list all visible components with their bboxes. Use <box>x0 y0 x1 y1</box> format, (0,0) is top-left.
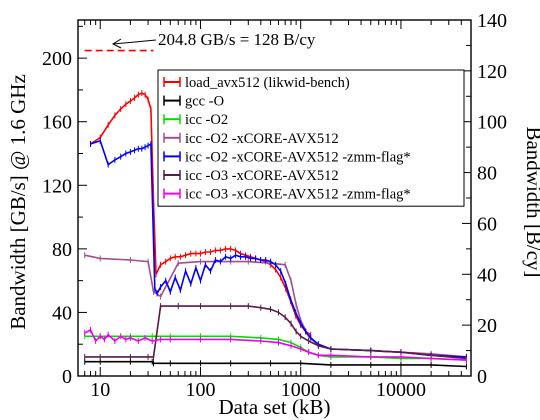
series-line <box>84 328 467 361</box>
legend-item-1: load_avx512 (likwid-bench) <box>163 75 350 91</box>
legend-item-7: icc -O3 -xCORE-AVX512 -zmm-flag* <box>163 187 411 203</box>
series-3 <box>84 333 467 364</box>
series-7 <box>84 326 467 364</box>
series-line <box>90 92 312 336</box>
legend-label: icc -O2 -xCORE-AVX512 -zmm-flag* <box>185 149 411 165</box>
legend-label: icc -O2 <box>185 112 228 128</box>
ticks-layer: 10 100 1000 10000 0 40 80 120 160 200 0 20 40 60 80 100… <box>42 10 507 401</box>
y2-tick-label: 80 <box>477 163 497 185</box>
legend: load_avx512 (likwid-bench) gcc -O icc -O2 i… <box>157 69 465 207</box>
y-axis-title: Bandwidth [GB/s] @ 1.6 GHz <box>6 74 30 330</box>
series-line <box>84 360 467 368</box>
series-line <box>90 139 467 358</box>
y2-tick-label: 120 <box>477 61 507 83</box>
y-tick-label: 160 <box>42 112 72 134</box>
annotation-text: 204.8 GB/s = 128 B/cy <box>158 30 316 49</box>
legend-label: load_avx512 (likwid-bench) <box>185 75 350 91</box>
legend-label: icc -O2 -xCORE-AVX512 <box>185 131 339 147</box>
y2-tick-label: 0 <box>477 366 487 388</box>
series-5 <box>90 137 467 360</box>
legend-item-2: gcc -O <box>163 94 224 110</box>
y-tick-label: 0 <box>62 366 72 388</box>
y-tick-label: 40 <box>52 302 72 324</box>
y-tick-label: 80 <box>52 239 72 261</box>
legend-label: icc -O3 -xCORE-AVX512 <box>185 168 339 184</box>
x-tick-label: 10000 <box>376 379 426 401</box>
x-axis-title: Data set (kB) <box>219 395 331 419</box>
series-line <box>84 305 467 360</box>
legend-label: gcc -O <box>185 94 224 110</box>
y2-tick-label: 40 <box>477 264 497 286</box>
legend-item-3: icc -O2 <box>163 112 228 128</box>
y-tick-label: 200 <box>42 48 72 70</box>
legend-label: icc -O3 -xCORE-AVX512 -zmm-flag* <box>185 187 411 203</box>
series-layer <box>84 90 467 370</box>
series-6 <box>84 303 467 362</box>
x-tick-label: 10 <box>90 379 110 401</box>
legend-item-6: icc -O3 -xCORE-AVX512 <box>163 168 339 184</box>
y-tick-label: 120 <box>42 175 72 197</box>
y2-tick-label: 140 <box>477 10 507 32</box>
y2-tick-label: 20 <box>477 315 497 337</box>
series-2 <box>84 358 467 370</box>
legend-item-4: icc -O2 -xCORE-AVX512 <box>163 131 339 147</box>
legend-box <box>157 69 465 207</box>
annotation-arrowhead <box>111 38 122 49</box>
y2-tick-label: 100 <box>477 112 507 134</box>
y2-axis-title: Bandwidth [B/cy] <box>522 126 540 277</box>
legend-item-5: icc -O2 -xCORE-AVX512 -zmm-flag* <box>163 149 411 165</box>
annotation-arrow <box>112 39 157 45</box>
y2-tick-label: 60 <box>477 213 497 235</box>
x-tick-label: 1000 <box>281 379 321 401</box>
x-tick-label: 100 <box>185 379 215 401</box>
annotation-layer: 204.8 GB/s = 128 B/cy <box>84 30 316 52</box>
